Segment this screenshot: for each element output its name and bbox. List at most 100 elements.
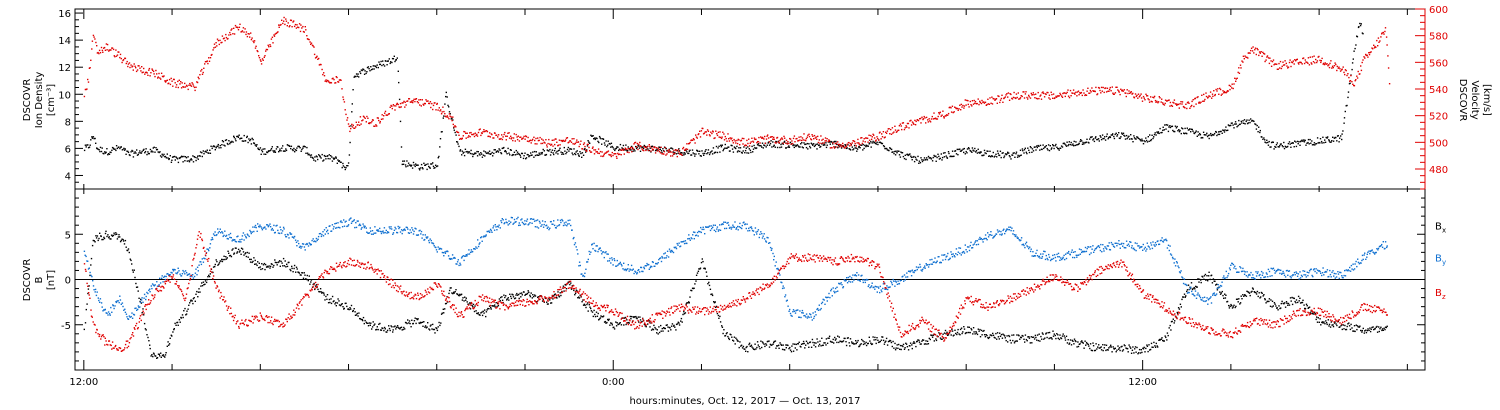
data-point xyxy=(797,343,799,345)
data-point xyxy=(292,21,294,23)
data-point xyxy=(297,26,299,28)
data-point xyxy=(525,293,527,296)
data-point xyxy=(301,272,304,274)
data-point xyxy=(370,66,372,68)
data-point xyxy=(1197,278,1199,280)
data-point xyxy=(826,342,829,344)
data-point xyxy=(559,147,561,149)
data-point xyxy=(549,154,552,156)
data-point xyxy=(967,147,970,149)
data-point xyxy=(434,102,436,104)
data-point xyxy=(379,63,381,66)
data-point xyxy=(939,157,941,160)
data-point xyxy=(1163,129,1165,131)
data-point xyxy=(1121,350,1124,352)
data-point xyxy=(698,153,700,155)
data-point xyxy=(1097,138,1100,140)
data-point xyxy=(140,152,143,154)
data-point xyxy=(537,296,539,298)
data-point xyxy=(986,103,988,106)
data-point xyxy=(473,135,476,138)
data-point xyxy=(673,324,675,327)
data-point xyxy=(711,293,713,295)
data-point xyxy=(1320,60,1322,62)
data-point xyxy=(550,302,552,304)
data-point xyxy=(689,149,691,151)
data-point xyxy=(845,145,848,147)
data-point xyxy=(521,138,523,140)
data-point xyxy=(1284,302,1286,304)
data-point xyxy=(566,151,568,153)
data-point xyxy=(261,151,264,153)
data-point xyxy=(736,142,739,145)
data-point xyxy=(1283,64,1286,66)
data-point xyxy=(1219,87,1221,90)
data-point xyxy=(1342,130,1344,132)
data-point xyxy=(227,37,229,40)
data-point xyxy=(1169,101,1172,104)
data-point xyxy=(273,264,275,267)
data-point xyxy=(449,113,451,115)
data-point xyxy=(224,39,226,42)
data-point xyxy=(261,58,264,60)
data-point xyxy=(1313,142,1316,144)
data-point xyxy=(1161,98,1163,100)
data-point xyxy=(303,31,305,33)
data-point xyxy=(678,322,680,324)
data-point xyxy=(1349,80,1351,82)
data-point xyxy=(1222,294,1224,297)
data-point xyxy=(931,115,933,118)
data-point xyxy=(122,59,125,61)
data-point xyxy=(1086,343,1088,345)
data-point xyxy=(1169,126,1172,129)
data-point xyxy=(238,251,241,253)
data-point xyxy=(135,282,137,285)
data-point xyxy=(249,258,251,261)
data-point xyxy=(1013,334,1015,336)
data-point xyxy=(567,281,569,283)
data-point xyxy=(245,31,248,33)
data-point xyxy=(1215,131,1218,133)
data-point xyxy=(135,67,137,69)
data-point xyxy=(93,137,95,140)
data-point xyxy=(220,42,222,44)
data-point xyxy=(1286,302,1288,304)
data-point xyxy=(161,354,164,357)
data-point xyxy=(1224,129,1226,131)
data-point xyxy=(514,140,516,142)
data-point xyxy=(1312,313,1314,315)
data-point xyxy=(193,156,195,158)
data-point xyxy=(1299,302,1302,304)
data-point xyxy=(690,289,692,292)
data-point xyxy=(678,151,680,153)
data-point xyxy=(445,116,447,118)
data-point xyxy=(708,134,711,136)
data-point xyxy=(1134,138,1136,140)
data-point xyxy=(963,326,965,328)
data-point xyxy=(430,163,432,165)
data-point xyxy=(1190,131,1192,133)
data-point xyxy=(908,127,910,129)
data-point xyxy=(325,295,327,298)
data-point xyxy=(1175,127,1178,129)
data-point xyxy=(1190,105,1192,108)
data-point xyxy=(505,139,507,141)
data-point xyxy=(863,147,865,150)
data-point xyxy=(107,234,109,236)
data-point xyxy=(402,163,405,165)
data-point xyxy=(726,140,728,142)
data-point xyxy=(597,140,599,143)
data-point xyxy=(659,146,661,149)
data-point xyxy=(808,346,810,348)
data-point xyxy=(109,238,111,240)
data-point xyxy=(230,141,232,144)
data-point xyxy=(799,139,801,141)
top-ylabel-line1: DSCOVR xyxy=(22,79,33,122)
data-point xyxy=(486,309,488,311)
data-point xyxy=(432,108,434,111)
data-point xyxy=(468,135,470,137)
data-point xyxy=(1341,328,1343,331)
data-point xyxy=(289,25,291,27)
data-point xyxy=(401,329,403,331)
data-point xyxy=(123,147,125,150)
